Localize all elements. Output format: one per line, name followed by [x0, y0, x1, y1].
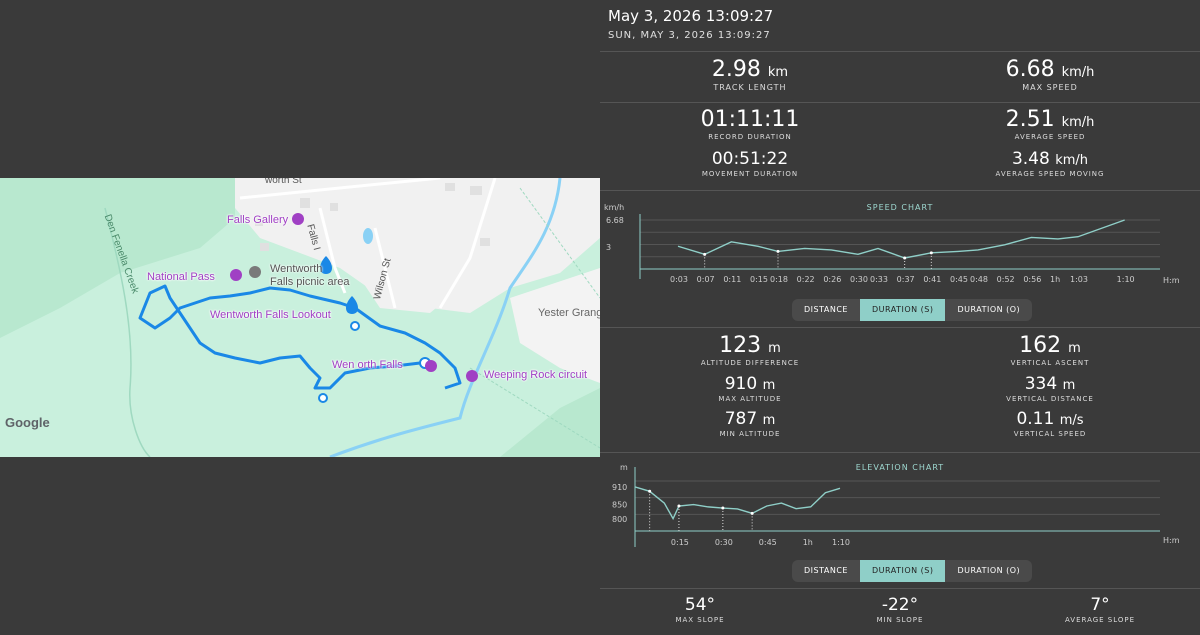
elevation-x-unit: H:m — [1163, 536, 1180, 545]
vertical-speed-stat: 0.11 m/s VERTICAL SPEED — [1013, 409, 1087, 438]
picnic-area-label-2[interactable]: Falls picnic area — [270, 276, 350, 288]
speed-y-tick-label: 6.68 — [606, 216, 624, 225]
picnic-area-label-1[interactable]: Wentworth — [270, 263, 323, 275]
speed-x-tick-label: 0:52 — [997, 275, 1015, 284]
speed-marker-point — [903, 256, 907, 260]
elevation-x-tick-label: 1h — [803, 538, 813, 547]
toggle-distance[interactable]: DISTANCE — [804, 305, 848, 314]
track-stats-panel: May 3, 2026 13:09:27 SUN, MAY 3, 2026 13… — [600, 0, 1200, 635]
elevation-series-line — [634, 486, 841, 521]
divider — [600, 51, 1200, 52]
toggle-duration-o[interactable]: DURATION (O) — [957, 566, 1021, 575]
speed-x-tick-label: 0:03 — [670, 275, 688, 284]
elevation-chart-title: ELEVATION CHART — [855, 463, 945, 472]
elevation-y-tick-label: 850 — [612, 501, 627, 510]
movement-duration-stat: 00:51:22 MOVEMENT DURATION — [701, 149, 799, 178]
speed-x-tick-label: 0:22 — [797, 275, 815, 284]
speed-x-tick-label: 0:07 — [697, 275, 715, 284]
speed-x-tick-label: 0:37 — [897, 275, 915, 284]
record-duration-stat: 01:11:11 RECORD DURATION — [700, 107, 800, 141]
track-subtitle: SUN, MAY 3, 2026 13:09:27 — [608, 30, 771, 41]
vertical-distance-stat: 334 m VERTICAL DISTANCE — [1006, 374, 1094, 403]
speed-x-tick-label: 0:56 — [1023, 275, 1041, 284]
toggle-distance[interactable]: DISTANCE — [804, 566, 848, 575]
elevation-marker-point — [721, 506, 725, 510]
speed-chart-title: SPEED CHART — [866, 203, 934, 212]
speed-y-unit: km/h — [604, 203, 624, 212]
toggle-duration-s[interactable]: DURATION (S) — [859, 560, 946, 582]
google-logo: Google — [5, 415, 50, 430]
map-canvas — [0, 178, 600, 457]
elevation-chart[interactable]: m H:m 910 850 800 0:15 0:30 0:45 1h 1:10 — [600, 457, 1200, 549]
toggle-duration-o[interactable]: DURATION (O) — [957, 305, 1021, 314]
speed-x-tick-label: 1h — [1050, 275, 1060, 284]
elevation-marker-point — [648, 489, 652, 493]
weeping-rock-label[interactable]: Weeping Rock circuit — [484, 369, 588, 381]
elevation-y-unit: m — [620, 463, 628, 472]
falls-gallery-label[interactable]: Falls Gallery — [227, 214, 289, 226]
speed-x-tick-label: 0:30 — [850, 275, 868, 284]
max-slope-stat: 54° MAX SLOPE — [675, 595, 725, 624]
gallery-poi-icon[interactable] — [292, 213, 304, 228]
speed-series-line — [677, 219, 1125, 259]
elevation-x-tick-label: 1:10 — [832, 538, 850, 547]
average-speed-stat: 2.51 km/h AVERAGE SPEED — [1005, 107, 1095, 141]
info-poi-icon[interactable] — [249, 266, 261, 281]
wentworth-falls-label[interactable]: Wen orth Falls — [332, 359, 403, 371]
speed-x-tick-label: 1:03 — [1070, 275, 1088, 284]
elevation-y-tick-label: 910 — [612, 483, 627, 492]
average-speed-moving-stat: 3.48 km/h AVERAGE SPEED MOVING — [995, 149, 1105, 178]
national-pass-label[interactable]: National Pass — [147, 271, 215, 283]
camera-poi-icon[interactable] — [230, 269, 242, 284]
speed-x-tick-label: 0:18 — [770, 275, 788, 284]
speed-marker-point — [776, 249, 780, 253]
elevation-x-tick-label: 0:30 — [715, 538, 733, 547]
divider — [600, 102, 1200, 103]
speed-marker-point — [703, 252, 707, 256]
speed-chart[interactable]: km/h H:m 6.68 3 0:03 0:07 0:11 0:15 0:18 0:22 0:… — [600, 196, 1200, 296]
speed-x-tick-label: 0:15 — [750, 275, 768, 284]
speed-x-tick-label: 1:10 — [1117, 275, 1135, 284]
speed-x-tick-label: 0:41 — [923, 275, 941, 284]
max-altitude-stat: 910 m MAX ALTITUDE — [718, 374, 782, 403]
speed-x-tick-label: 0:45 — [950, 275, 968, 284]
elevation-marker-point — [750, 511, 754, 515]
speed-x-tick-label: 0:33 — [870, 275, 888, 284]
weeping-rock-poi-icon[interactable] — [466, 370, 478, 385]
map-view[interactable]: worth St Falls Gallery Falls I National … — [0, 178, 600, 457]
speed-chart-toggle[interactable]: DISTANCE DURATION (S) DURATION (O) — [792, 299, 1033, 321]
falls-poi-icon[interactable] — [425, 360, 437, 375]
max-speed-stat: 6.68 km/h MAX SPEED — [1005, 57, 1095, 92]
speed-x-tick-label: 0:26 — [823, 275, 841, 284]
lookout-label[interactable]: Wentworth Falls Lookout — [210, 309, 331, 321]
elevation-chart-toggle[interactable]: DISTANCE DURATION (S) DURATION (O) — [792, 560, 1033, 582]
min-slope-stat: -22° MIN SLOPE — [876, 595, 924, 624]
elevation-x-tick-label: 0:45 — [759, 538, 777, 547]
divider — [600, 190, 1200, 191]
speed-x-tick-label: 0:48 — [970, 275, 988, 284]
min-altitude-stat: 787 m MIN ALTITUDE — [719, 409, 781, 438]
speed-x-unit: H:m — [1163, 276, 1180, 285]
yester-grange-label: Yester Grang — [538, 307, 600, 319]
track-title: May 3, 2026 13:09:27 — [608, 7, 774, 25]
speed-marker-point — [929, 251, 933, 255]
toggle-duration-s[interactable]: DURATION (S) — [859, 299, 946, 321]
divider — [600, 327, 1200, 328]
elevation-y-tick-label: 800 — [612, 515, 627, 524]
speed-y-tick-label: 3 — [606, 243, 611, 252]
street-label: worth St — [265, 178, 302, 186]
speed-x-tick-label: 0:11 — [723, 275, 741, 284]
elevation-marker-point — [677, 504, 681, 508]
elevation-x-tick-label: 0:15 — [671, 538, 689, 547]
vertical-ascent-stat: 162 m VERTICAL ASCENT — [1010, 333, 1090, 367]
track-length-stat: 2.98 km TRACK LENGTH — [711, 57, 789, 92]
divider — [600, 452, 1200, 453]
average-slope-stat: 7° AVERAGE SLOPE — [1064, 595, 1136, 624]
divider — [600, 588, 1200, 589]
altitude-difference-stat: 123 m ALTITUDE DIFFERENCE — [700, 333, 800, 367]
